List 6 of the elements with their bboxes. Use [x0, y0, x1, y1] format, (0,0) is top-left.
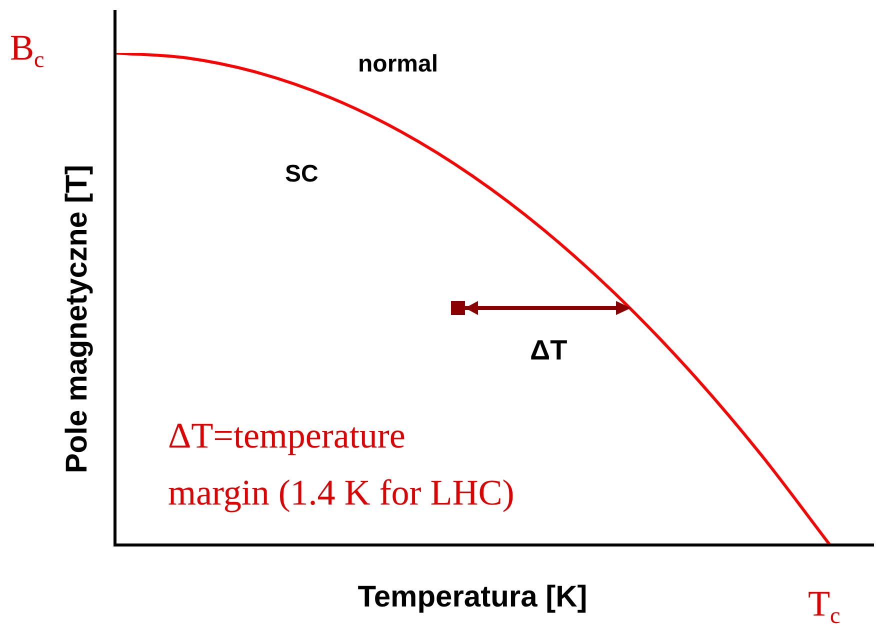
annotation: SC: [285, 160, 318, 188]
annotation: normal: [358, 50, 438, 78]
y-axis-title: Pole magnetyczne [T]: [60, 164, 94, 474]
x-axis-title: Temperatura [K]: [358, 580, 588, 614]
annotation: ΔT: [530, 334, 568, 366]
annotation: ΔT=temperature margin (1.4 K for LHC): [168, 415, 514, 512]
